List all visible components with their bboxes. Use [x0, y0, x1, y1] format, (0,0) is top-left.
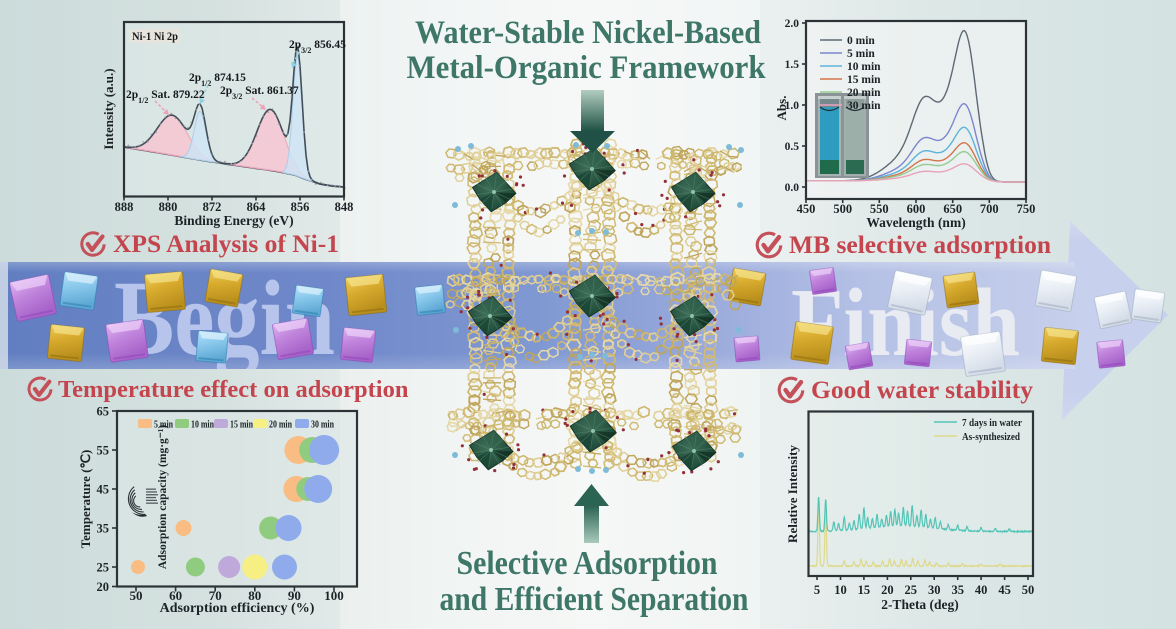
svg-text:Adsorption efficiency (%): Adsorption efficiency (%)	[160, 601, 315, 616]
svg-text:872: 872	[203, 200, 222, 214]
svg-text:Binding Energy (eV): Binding Energy (eV)	[174, 213, 293, 228]
svg-text:20: 20	[881, 583, 894, 597]
svg-text:90: 90	[288, 588, 301, 603]
svg-text:Ni-1 Ni 2p: Ni-1 Ni 2p	[132, 31, 178, 43]
svg-text:45: 45	[998, 583, 1011, 597]
svg-text:Water-Stable Nickel-Based: Water-Stable Nickel-Based	[415, 15, 761, 51]
svg-text:600: 600	[907, 202, 926, 216]
svg-text:55: 55	[97, 444, 110, 458]
svg-text:50: 50	[130, 588, 143, 603]
svg-text:864: 864	[247, 200, 267, 214]
svg-text:Metal-Organic Framework: Metal-Organic Framework	[407, 50, 767, 86]
svg-text:888: 888	[115, 200, 134, 214]
svg-text:30 min: 30 min	[847, 100, 881, 112]
svg-text:5: 5	[814, 583, 820, 597]
svg-text:Intensity (a.u.): Intensity (a.u.)	[101, 68, 116, 149]
svg-text:0 min: 0 min	[847, 35, 875, 47]
svg-text:10 min: 10 min	[191, 420, 214, 431]
svg-text:30: 30	[928, 583, 941, 597]
svg-text:30 min: 30 min	[311, 420, 334, 431]
svg-text:25: 25	[97, 561, 110, 575]
svg-text:Temperature effect on adsorpti: Temperature effect on adsorption	[58, 376, 409, 403]
svg-text:2-Theta (deg): 2-Theta (deg)	[881, 597, 959, 612]
svg-text:Good water stability: Good water stability	[811, 375, 1033, 404]
svg-text:XPS Analysis of Ni-1: XPS Analysis of Ni-1	[113, 229, 339, 258]
svg-text:Abs.: Abs.	[774, 96, 789, 121]
svg-text:60: 60	[169, 588, 182, 603]
svg-text:35: 35	[97, 522, 110, 536]
svg-text:Adsorption capacity (mg·g⁻¹): Adsorption capacity (mg·g⁻¹)	[157, 425, 169, 569]
svg-text:15 min: 15 min	[847, 74, 881, 86]
svg-text:80: 80	[248, 588, 261, 603]
svg-text:0.0: 0.0	[785, 182, 800, 194]
svg-text:and Efficient Separation: and Efficient Separation	[440, 581, 749, 618]
svg-text:500: 500	[833, 202, 852, 216]
svg-text:5 min: 5 min	[154, 420, 173, 431]
svg-text:100: 100	[324, 588, 344, 603]
svg-text:10 min: 10 min	[847, 61, 881, 73]
svg-text:Selective Adsorption: Selective Adsorption	[457, 545, 718, 582]
svg-text:Temperature (℃): Temperature (℃)	[78, 450, 93, 549]
svg-text:15: 15	[858, 583, 871, 597]
svg-text:0.5: 0.5	[785, 141, 800, 153]
svg-text:40: 40	[975, 583, 988, 597]
svg-text:35: 35	[951, 583, 964, 597]
svg-text:880: 880	[159, 200, 178, 214]
svg-text:2.0: 2.0	[785, 18, 800, 30]
svg-text:550: 550	[870, 202, 889, 216]
svg-text:Wavelength (nm): Wavelength (nm)	[866, 215, 965, 230]
svg-text:Relative Intensity: Relative Intensity	[785, 445, 800, 543]
svg-text:1.0: 1.0	[785, 100, 800, 112]
svg-text:450: 450	[797, 202, 816, 216]
svg-text:750: 750	[1017, 202, 1036, 216]
svg-text:20 min: 20 min	[847, 87, 881, 99]
svg-text:856: 856	[291, 200, 310, 214]
svg-text:700: 700	[980, 202, 999, 216]
svg-text:50: 50	[1022, 583, 1035, 597]
svg-text:20 min: 20 min	[269, 420, 292, 431]
svg-text:As-synthesized: As-synthesized	[962, 431, 1020, 443]
svg-text:5 min: 5 min	[847, 48, 875, 60]
svg-text:MB selective adsorption: MB selective adsorption	[789, 230, 1051, 259]
svg-text:25: 25	[905, 583, 918, 597]
svg-text:45: 45	[97, 483, 110, 497]
svg-text:20: 20	[97, 580, 110, 594]
svg-text:1.5: 1.5	[785, 59, 800, 71]
svg-text:70: 70	[209, 588, 222, 603]
svg-text:7 days in water: 7 days in water	[962, 417, 1022, 429]
svg-text:650: 650	[943, 202, 962, 216]
svg-text:15 min: 15 min	[230, 420, 253, 431]
svg-text:65: 65	[97, 405, 110, 419]
svg-text:848: 848	[335, 200, 354, 214]
svg-text:10: 10	[834, 583, 847, 597]
